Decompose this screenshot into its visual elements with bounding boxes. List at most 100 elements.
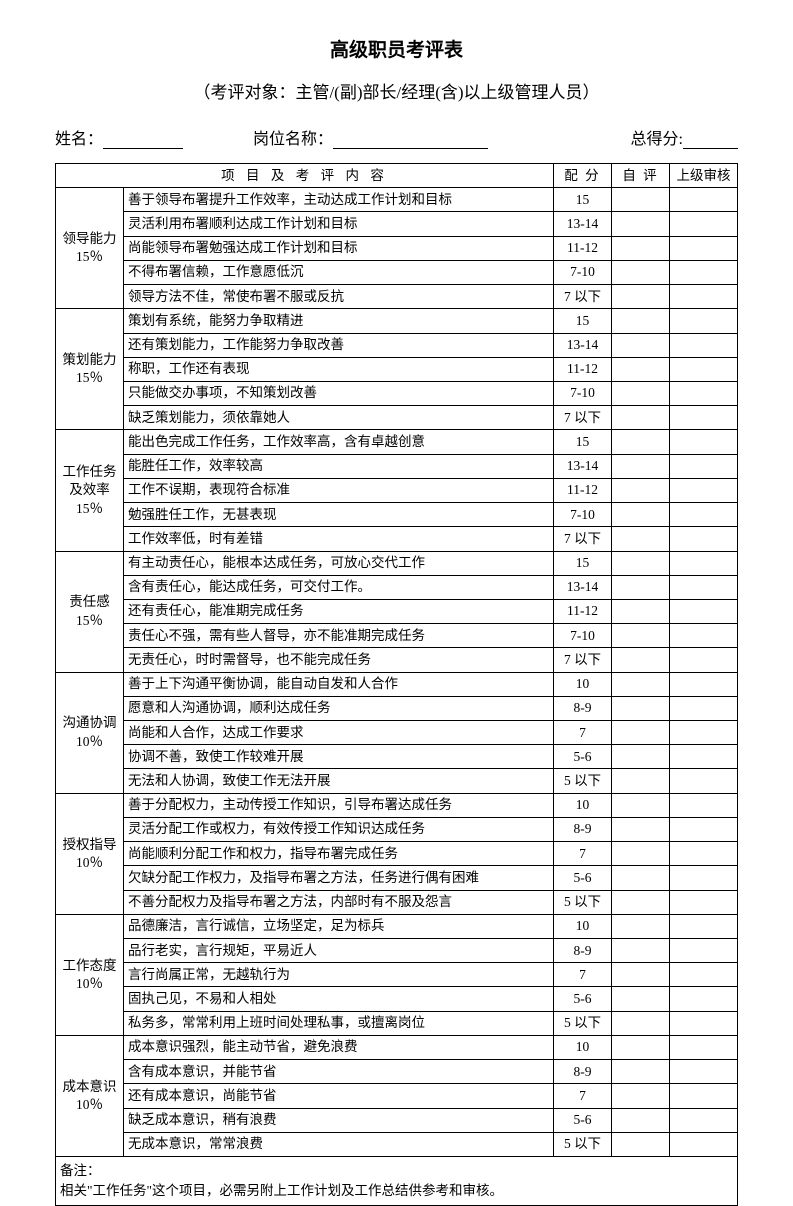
supervisor-cell[interactable]	[670, 381, 738, 405]
supervisor-cell[interactable]	[670, 575, 738, 599]
desc-cell: 领导方法不佳，常使布署不服或反抗	[124, 285, 554, 309]
desc-cell: 有主动责任心，能根本达成任务，可放心交代工作	[124, 551, 554, 575]
self-eval-cell[interactable]	[612, 890, 670, 914]
self-eval-cell[interactable]	[612, 1035, 670, 1059]
supervisor-cell[interactable]	[670, 817, 738, 841]
total-blank[interactable]	[683, 131, 738, 149]
desc-cell: 还有成本意识，尚能节省	[124, 1084, 554, 1108]
self-eval-cell[interactable]	[612, 914, 670, 938]
self-eval-cell[interactable]	[612, 817, 670, 841]
supervisor-cell[interactable]	[670, 866, 738, 890]
supervisor-cell[interactable]	[670, 1132, 738, 1156]
supervisor-cell[interactable]	[670, 696, 738, 720]
self-eval-cell[interactable]	[612, 406, 670, 430]
supervisor-cell[interactable]	[670, 260, 738, 284]
supervisor-cell[interactable]	[670, 939, 738, 963]
self-eval-cell[interactable]	[612, 1011, 670, 1035]
self-eval-cell[interactable]	[612, 696, 670, 720]
total-label: 总得分:	[631, 125, 683, 149]
self-eval-cell[interactable]	[612, 866, 670, 890]
self-eval-cell[interactable]	[612, 987, 670, 1011]
supervisor-cell[interactable]	[670, 309, 738, 333]
supervisor-cell[interactable]	[670, 769, 738, 793]
self-eval-cell[interactable]	[612, 309, 670, 333]
supervisor-cell[interactable]	[670, 842, 738, 866]
supervisor-cell[interactable]	[670, 793, 738, 817]
category-cell: 责任感15％	[56, 551, 124, 672]
supervisor-cell[interactable]	[670, 648, 738, 672]
self-eval-cell[interactable]	[612, 793, 670, 817]
table-row: 能胜任工作，效率较高13-14	[56, 454, 738, 478]
self-eval-cell[interactable]	[612, 454, 670, 478]
supervisor-cell[interactable]	[670, 212, 738, 236]
self-eval-cell[interactable]	[612, 212, 670, 236]
supervisor-cell[interactable]	[670, 672, 738, 696]
supervisor-cell[interactable]	[670, 430, 738, 454]
self-eval-cell[interactable]	[612, 1108, 670, 1132]
score-cell: 5 以下	[554, 1011, 612, 1035]
self-eval-cell[interactable]	[612, 188, 670, 212]
supervisor-cell[interactable]	[670, 1108, 738, 1132]
supervisor-cell[interactable]	[670, 963, 738, 987]
table-row: 工作任务及效率15％能出色完成工作任务，工作效率高，含有卓越创意15	[56, 430, 738, 454]
self-eval-cell[interactable]	[612, 551, 670, 575]
supervisor-cell[interactable]	[670, 1011, 738, 1035]
self-eval-cell[interactable]	[612, 236, 670, 260]
supervisor-cell[interactable]	[670, 188, 738, 212]
self-eval-cell[interactable]	[612, 1084, 670, 1108]
self-eval-cell[interactable]	[612, 478, 670, 502]
supervisor-cell[interactable]	[670, 503, 738, 527]
supervisor-cell[interactable]	[670, 333, 738, 357]
supervisor-cell[interactable]	[670, 357, 738, 381]
supervisor-cell[interactable]	[670, 1035, 738, 1059]
supervisor-cell[interactable]	[670, 1084, 738, 1108]
desc-cell: 无责任心，时时需督导，也不能完成任务	[124, 648, 554, 672]
supervisor-cell[interactable]	[670, 406, 738, 430]
self-eval-cell[interactable]	[612, 672, 670, 696]
score-cell: 10	[554, 914, 612, 938]
supervisor-cell[interactable]	[670, 285, 738, 309]
self-eval-cell[interactable]	[612, 503, 670, 527]
self-eval-cell[interactable]	[612, 1132, 670, 1156]
evaluation-table: 项 目 及 考 评 内 容 配 分 自 评 上级审核 领导能力15％善于领导布署…	[55, 163, 738, 1206]
supervisor-cell[interactable]	[670, 236, 738, 260]
supervisor-cell[interactable]	[670, 527, 738, 551]
supervisor-cell[interactable]	[670, 624, 738, 648]
self-eval-cell[interactable]	[612, 333, 670, 357]
self-eval-cell[interactable]	[612, 648, 670, 672]
supervisor-cell[interactable]	[670, 599, 738, 623]
self-eval-cell[interactable]	[612, 1060, 670, 1084]
self-eval-cell[interactable]	[612, 599, 670, 623]
supervisor-cell[interactable]	[670, 745, 738, 769]
score-cell: 11-12	[554, 599, 612, 623]
position-blank[interactable]	[333, 131, 488, 149]
self-eval-cell[interactable]	[612, 769, 670, 793]
supervisor-cell[interactable]	[670, 551, 738, 575]
self-eval-cell[interactable]	[612, 260, 670, 284]
self-eval-cell[interactable]	[612, 624, 670, 648]
self-eval-cell[interactable]	[612, 357, 670, 381]
desc-cell: 言行尚属正常，无越轨行为	[124, 963, 554, 987]
self-eval-cell[interactable]	[612, 963, 670, 987]
position-label: 岗位名称：	[253, 125, 333, 149]
self-eval-cell[interactable]	[612, 745, 670, 769]
self-eval-cell[interactable]	[612, 430, 670, 454]
supervisor-cell[interactable]	[670, 478, 738, 502]
name-blank[interactable]	[103, 131, 183, 149]
table-header-row: 项 目 及 考 评 内 容 配 分 自 评 上级审核	[56, 164, 738, 188]
self-eval-cell[interactable]	[612, 721, 670, 745]
table-row: 责任感15％有主动责任心，能根本达成任务，可放心交代工作15	[56, 551, 738, 575]
supervisor-cell[interactable]	[670, 454, 738, 478]
supervisor-cell[interactable]	[670, 987, 738, 1011]
self-eval-cell[interactable]	[612, 381, 670, 405]
self-eval-cell[interactable]	[612, 527, 670, 551]
self-eval-cell[interactable]	[612, 842, 670, 866]
supervisor-cell[interactable]	[670, 914, 738, 938]
self-eval-cell[interactable]	[612, 575, 670, 599]
supervisor-cell[interactable]	[670, 721, 738, 745]
score-cell: 5-6	[554, 866, 612, 890]
self-eval-cell[interactable]	[612, 939, 670, 963]
supervisor-cell[interactable]	[670, 890, 738, 914]
supervisor-cell[interactable]	[670, 1060, 738, 1084]
self-eval-cell[interactable]	[612, 285, 670, 309]
